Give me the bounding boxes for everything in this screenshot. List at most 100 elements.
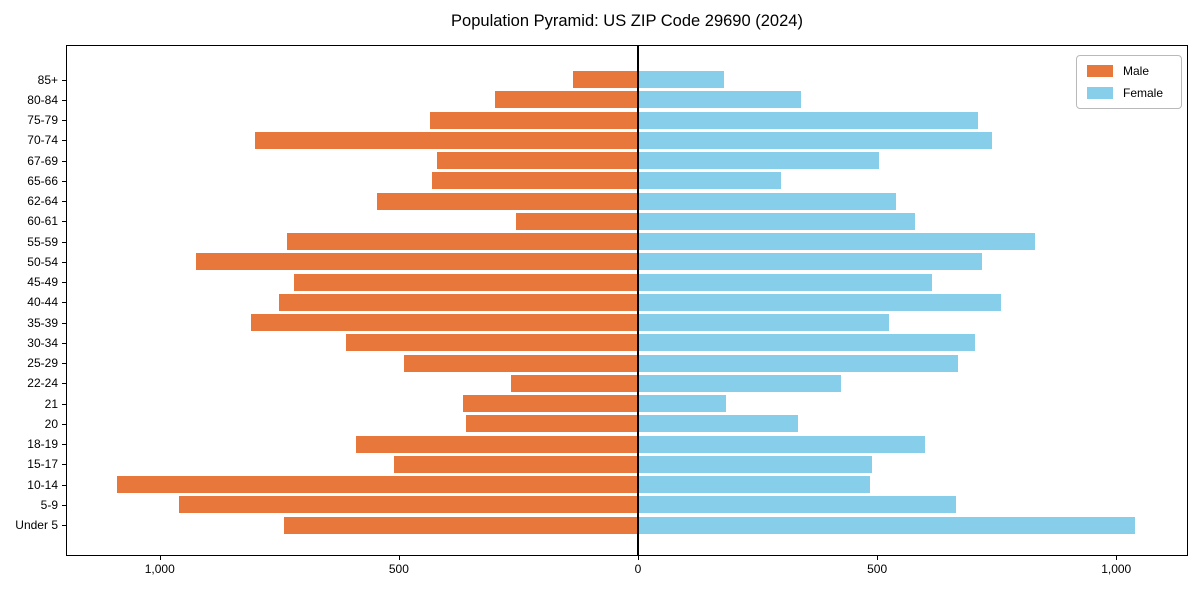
- y-tick-mark: [62, 444, 66, 445]
- y-tick-mark: [62, 79, 66, 81]
- x-tick-mark: [159, 556, 161, 560]
- male-bar: [346, 334, 638, 352]
- y-tick-mark: [62, 120, 66, 121]
- x-tick-label: 500: [388, 562, 409, 576]
- female-swatch-icon: [1086, 87, 1113, 99]
- y-tick-label: 45-49: [27, 275, 58, 289]
- y-tick-mark: [62, 160, 66, 162]
- male-bar: [279, 293, 638, 311]
- legend: Male Female: [1075, 55, 1182, 109]
- male-swatch-icon: [1086, 65, 1113, 77]
- female-bar: [637, 496, 956, 514]
- y-tick-mark: [62, 342, 66, 344]
- female-bar: [637, 152, 880, 169]
- female-bar: [637, 314, 890, 331]
- y-tick-mark: [62, 180, 66, 182]
- male-bar: [516, 212, 638, 230]
- x-tick-label: 1,000: [144, 562, 175, 576]
- female-bar: [637, 273, 933, 291]
- y-tick-mark: [62, 322, 66, 324]
- female-bar: [637, 172, 782, 190]
- y-tick-label: 5-9: [40, 497, 58, 512]
- y-tick-label: 30-34: [27, 335, 58, 350]
- x-tick-mark: [1116, 556, 1118, 560]
- legend-label: Female: [1122, 86, 1163, 100]
- y-tick-label: 55-59: [27, 234, 58, 249]
- legend-item: Male: [1086, 64, 1171, 78]
- x-tick-label: 500: [867, 562, 888, 576]
- male-bar: [293, 273, 638, 291]
- female-bar: [637, 455, 873, 473]
- y-tick-mark: [62, 221, 66, 223]
- male-bar: [178, 496, 638, 514]
- male-bar: [437, 152, 638, 169]
- male-bar: [463, 395, 638, 412]
- male-bar: [429, 111, 638, 129]
- y-tick-mark: [62, 302, 66, 304]
- male-bar: [286, 233, 638, 250]
- y-tick-label: 80-84: [27, 92, 58, 107]
- y-tick-mark: [62, 464, 66, 466]
- female-bar: [637, 395, 727, 412]
- female-bar: [637, 131, 992, 149]
- y-tick-label: 15-17: [27, 457, 58, 472]
- y-tick-mark: [62, 403, 66, 405]
- x-tick-mark: [398, 556, 400, 560]
- y-tick-label: 60-61: [27, 214, 58, 229]
- y-tick-mark: [62, 383, 66, 385]
- legend-label: Male: [1122, 64, 1149, 78]
- y-tick-label: 70-74: [27, 133, 58, 148]
- male-bar: [355, 435, 638, 453]
- y-tick-label: 50-54: [27, 254, 58, 269]
- female-bar: [637, 334, 976, 352]
- y-tick-mark: [62, 282, 66, 283]
- y-tick-label: 35-39: [27, 315, 58, 330]
- male-bar: [394, 455, 638, 473]
- female-bar: [637, 71, 725, 88]
- male-bar: [116, 476, 638, 493]
- female-bar: [637, 233, 1035, 250]
- female-bar: [637, 516, 1136, 534]
- x-tick-label: 1,000: [1101, 562, 1132, 576]
- x-tick-mark: [637, 556, 639, 560]
- female-bar: [637, 293, 1002, 311]
- y-tick-label: 40-44: [27, 295, 58, 310]
- female-bar: [637, 476, 870, 493]
- y-tick-label: 75-79: [27, 113, 58, 127]
- male-bar: [465, 415, 638, 433]
- y-tick-mark: [62, 261, 66, 263]
- male-bar: [573, 71, 638, 88]
- y-tick-label: 21: [44, 396, 58, 411]
- male-bar: [432, 172, 638, 190]
- y-tick-label: 67-69: [27, 153, 58, 168]
- y-tick-mark: [62, 201, 66, 202]
- male-bar: [255, 131, 638, 149]
- y-tick-mark: [62, 99, 66, 101]
- y-tick-mark: [62, 504, 66, 506]
- plot-area: Male Female: [66, 45, 1188, 556]
- y-tick-label: 62-64: [27, 194, 58, 208]
- legend-item: Female: [1086, 86, 1171, 100]
- male-bar: [195, 253, 638, 271]
- y-tick-mark: [62, 140, 66, 142]
- female-bar: [637, 354, 959, 372]
- male-bar: [494, 91, 638, 109]
- y-tick-label: 22-24: [27, 376, 58, 391]
- y-tick-mark: [62, 423, 66, 425]
- y-tick-mark: [62, 241, 66, 243]
- female-bar: [637, 91, 801, 109]
- chart-title: Population Pyramid: US ZIP Code 29690 (2…: [451, 12, 803, 30]
- y-tick-label: 18-19: [27, 437, 58, 451]
- male-bar: [377, 192, 638, 210]
- female-bar: [637, 415, 799, 433]
- y-tick-mark: [62, 525, 66, 526]
- y-tick-label: 20: [44, 416, 58, 431]
- male-bar: [511, 374, 638, 392]
- male-bar: [403, 354, 638, 372]
- y-tick-label: 25-29: [27, 356, 58, 370]
- male-bar: [250, 314, 638, 331]
- y-tick-label: Under 5: [15, 518, 58, 532]
- female-bar: [637, 435, 925, 453]
- y-tick-label: 10-14: [27, 477, 58, 492]
